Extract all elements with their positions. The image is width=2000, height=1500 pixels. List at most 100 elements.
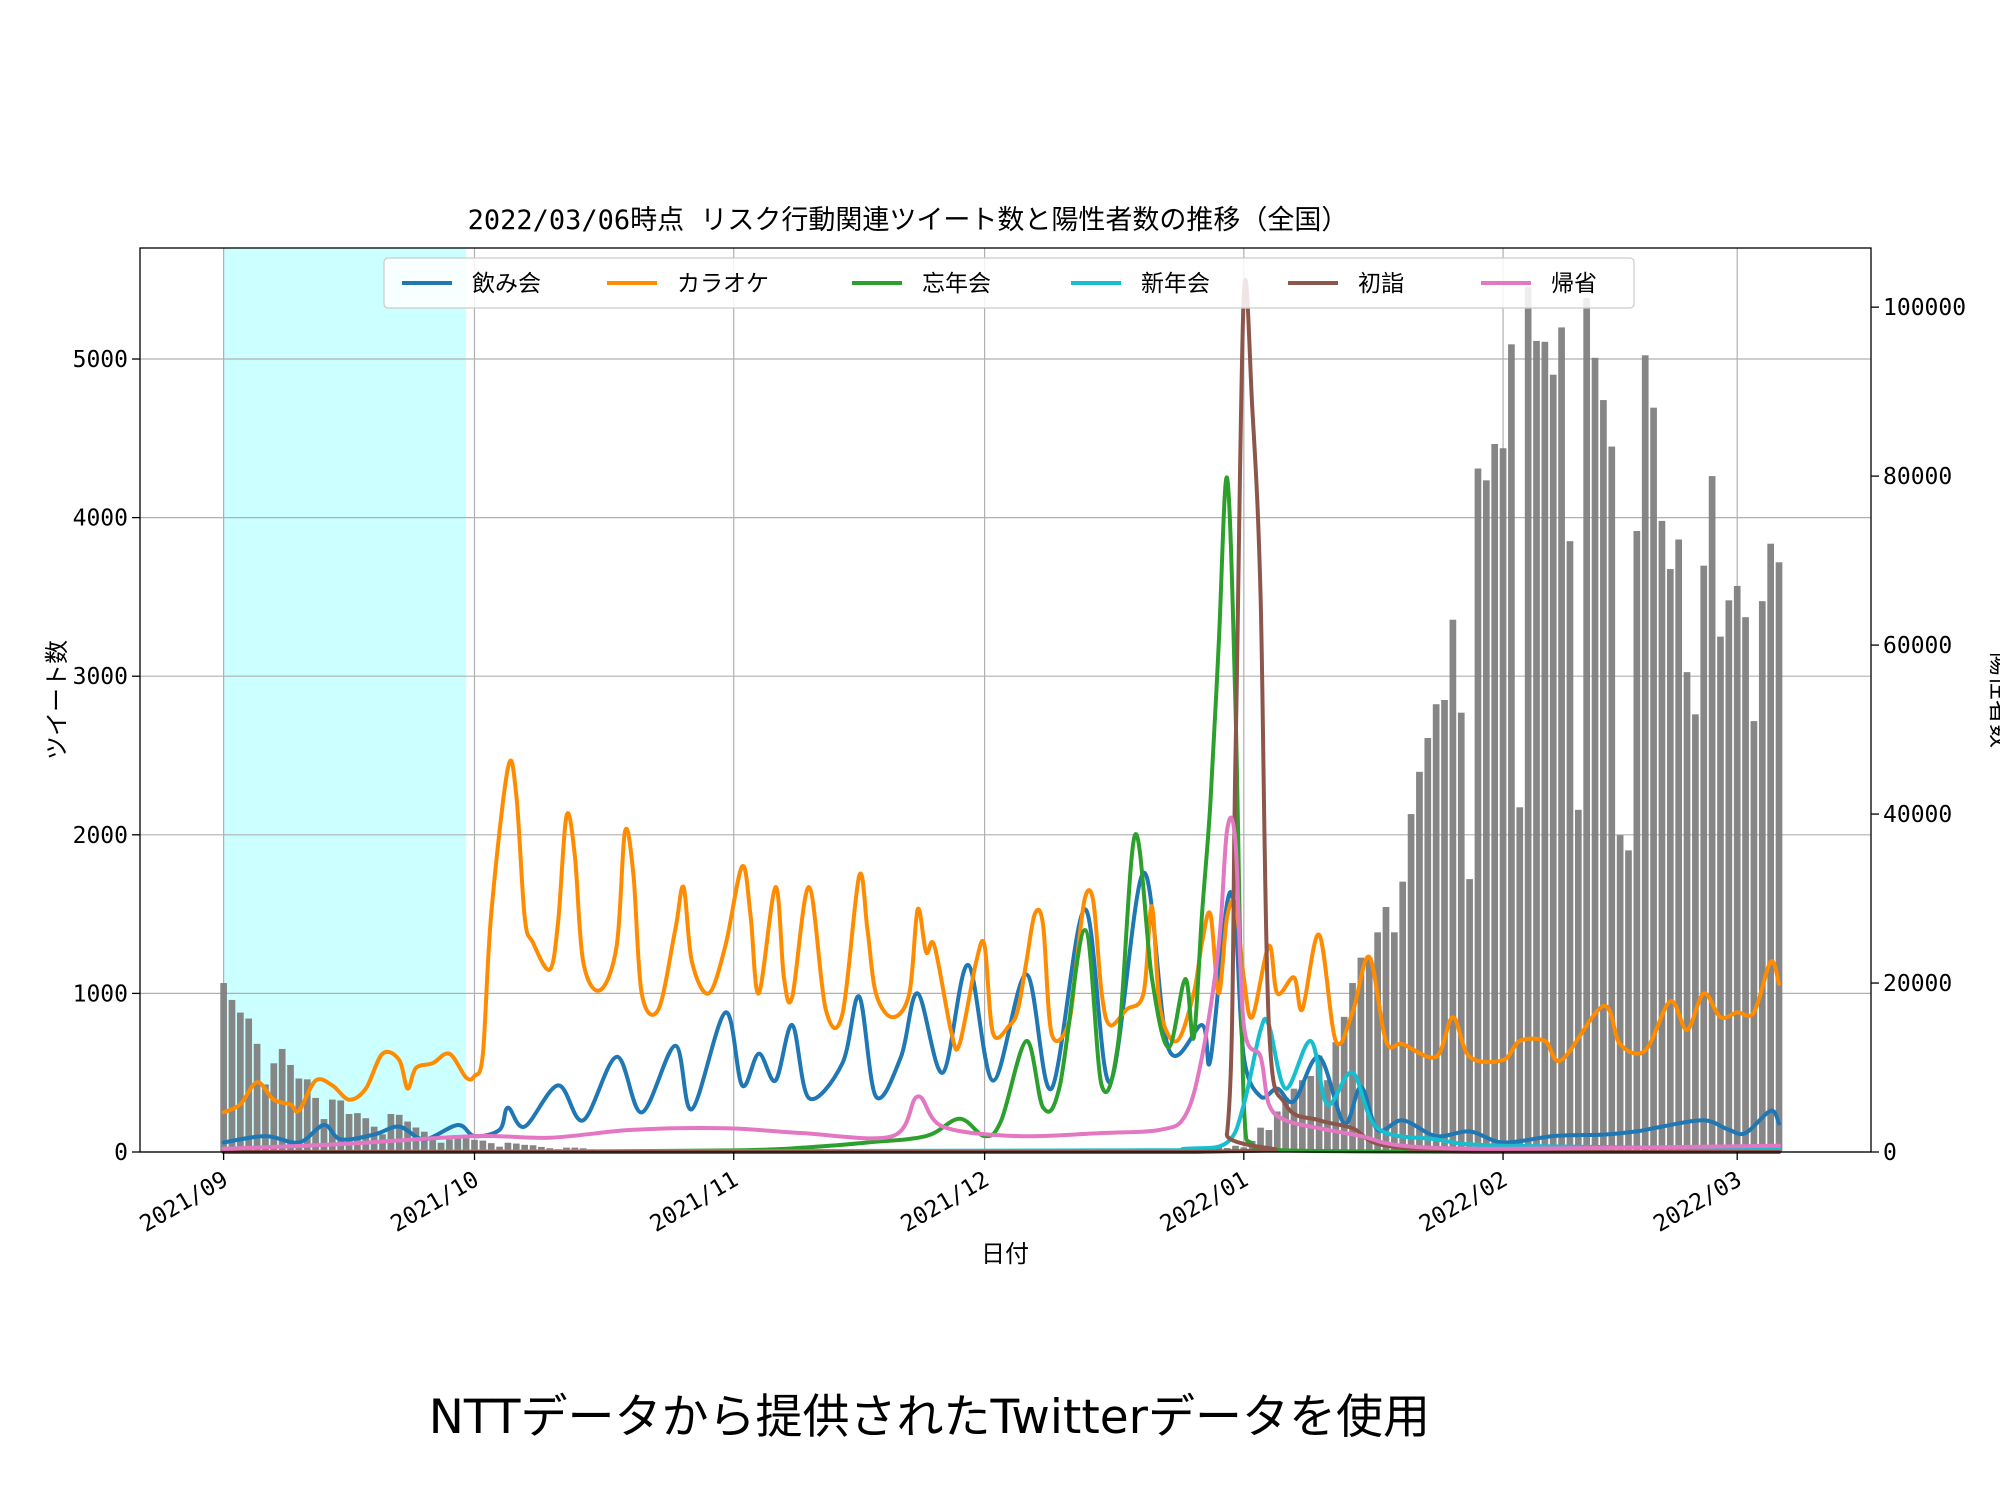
y-axis-label-right: 陽性者数 <box>1986 652 2000 748</box>
bar-positive-count <box>245 1018 253 1152</box>
bar-positive-count <box>420 1131 428 1152</box>
bar-positive-count <box>487 1143 495 1152</box>
left-axis: 0 1000 2000 3000 4000 5000 <box>73 347 140 1166</box>
highlight-span <box>223 248 467 1152</box>
bar-positive-count <box>1566 541 1574 1152</box>
legend-box <box>383 257 1635 309</box>
bar-positive-count <box>429 1137 437 1152</box>
y-tick-label-left: 4000 <box>73 506 128 532</box>
bar-positive-count <box>270 1063 278 1152</box>
y-tick-label-right: 0 <box>1883 1140 1897 1166</box>
bar-positive-count <box>1708 476 1716 1152</box>
bar-positive-count <box>1391 932 1398 1152</box>
y-tick-label-right: 60000 <box>1883 633 1952 659</box>
bar-positive-count <box>228 999 236 1152</box>
bar-positive-count <box>454 1136 462 1152</box>
bar-positive-count <box>1449 619 1457 1152</box>
series-line-2 <box>221 758 1781 1115</box>
bar-positive-count <box>1533 340 1540 1152</box>
bar-positive-count <box>345 1113 353 1152</box>
bar-positive-count <box>1432 704 1440 1152</box>
bar-positive-count <box>1541 341 1549 1153</box>
bar-positive-count <box>512 1143 520 1152</box>
bar-positive-count <box>1625 850 1632 1152</box>
bar-positive-count <box>1775 562 1783 1152</box>
bar-positive-count <box>1399 881 1407 1152</box>
legend-label: 忘年会 <box>922 271 991 297</box>
tweet-lines <box>221 277 1781 1155</box>
bar-positive-count <box>1750 721 1758 1152</box>
legend-label: カラオケ <box>677 271 769 297</box>
y-tick-label-right: 20000 <box>1883 971 1952 997</box>
bar-positive-count <box>1324 1080 1331 1152</box>
bar-positive-count <box>328 1099 336 1152</box>
bar-positive-count <box>1382 906 1390 1152</box>
bar-positive-count <box>1374 932 1381 1152</box>
bar-positive-count <box>1499 448 1507 1152</box>
bar-positive-count <box>404 1121 411 1152</box>
bar-positive-count <box>504 1142 512 1152</box>
bar-positive-count <box>1516 807 1524 1152</box>
bar-positive-count <box>479 1140 487 1152</box>
chart-title: 2022/03/06時点 リスク行動関連ツイート数と陽性者数の推移（全国） <box>468 205 1349 236</box>
legend-label: 新年会 <box>1141 271 1210 297</box>
bar-positive-count <box>521 1144 529 1152</box>
y-tick-label-left: 1000 <box>73 981 128 1007</box>
bar-positive-count <box>1683 672 1691 1152</box>
bar-positive-count <box>1641 355 1649 1152</box>
y-tick-label-left: 5000 <box>73 347 128 373</box>
bar-positive-count <box>1349 983 1356 1152</box>
bar-positive-count <box>1675 539 1683 1152</box>
bar-positive-count <box>1491 444 1499 1153</box>
bar-positive-count <box>278 1048 286 1152</box>
bar-positive-count <box>538 1146 545 1152</box>
bar-positive-count <box>1407 814 1415 1152</box>
bar-positive-count <box>220 983 227 1152</box>
right-axis: 0 20000 40000 60000 80000 100000 <box>1871 295 1966 1166</box>
bar-positive-count <box>295 1078 303 1152</box>
bar-positive-count <box>1583 297 1591 1152</box>
bar-positive-count <box>1549 374 1557 1152</box>
bar-positive-count <box>370 1126 378 1152</box>
y-axis-label-left: ツイート数 <box>43 640 71 760</box>
legend-label: 飲み会 <box>472 271 541 297</box>
y-tick-label-left: 0 <box>114 1140 128 1166</box>
bar-positive-count <box>1424 738 1432 1152</box>
bar-positive-count <box>1666 569 1674 1152</box>
series-line-5 <box>221 277 1781 1155</box>
bar-positive-count <box>1457 712 1465 1152</box>
bar-positive-count <box>462 1138 470 1152</box>
bar-positive-count <box>1441 700 1448 1152</box>
series-line-6 <box>221 815 1781 1151</box>
bar-positive-count <box>253 1043 261 1152</box>
bar-positive-count <box>1608 446 1616 1152</box>
bar-positive-count <box>1616 835 1624 1152</box>
bar-positive-count <box>1633 531 1641 1152</box>
bar-positive-count <box>1416 771 1423 1152</box>
bar-positive-count <box>1466 879 1473 1152</box>
bar-positive-count <box>1600 400 1607 1152</box>
bar-positive-count <box>320 1119 328 1152</box>
data-source-caption: NTTデータから提供されたTwitterデータを使用 <box>428 1390 1430 1445</box>
bar-positive-count <box>1742 617 1749 1152</box>
bar-positive-count <box>1365 957 1373 1152</box>
bar-positive-count <box>1725 600 1733 1152</box>
bar-positive-count <box>1591 357 1599 1152</box>
bar-positive-count <box>496 1146 503 1152</box>
bar-positive-count <box>262 1084 269 1152</box>
legend: 飲み会 カラオケ 忘年会 新年会 初詣 帰省 <box>383 257 1635 309</box>
bar-positive-count <box>387 1113 395 1152</box>
bar-positive-count <box>1700 565 1708 1152</box>
bar-positive-count <box>1357 957 1365 1152</box>
bar-positive-count <box>1733 585 1741 1152</box>
plot-frame <box>139 247 1872 1153</box>
bar-positive-count <box>354 1113 361 1152</box>
bar-positive-count <box>529 1145 537 1152</box>
bar-positive-count <box>1273 1111 1281 1152</box>
bar-positive-count <box>237 1012 244 1152</box>
bar-positive-count <box>471 1139 478 1152</box>
bar-positive-count <box>1508 344 1515 1152</box>
y-tick-label-right: 40000 <box>1883 802 1952 828</box>
bar-positive-count <box>1717 636 1724 1152</box>
